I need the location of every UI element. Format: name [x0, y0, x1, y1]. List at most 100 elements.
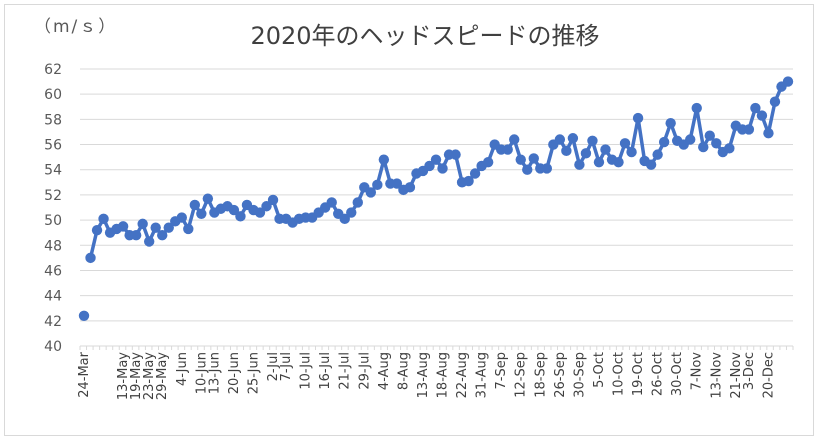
x-tick-label: 4-Jun [175, 352, 190, 386]
data-point-marker [763, 128, 774, 139]
x-tick-label: 18-Sep [533, 352, 548, 398]
data-point-marker [567, 133, 579, 144]
x-tick-label: 4-Aug [377, 352, 392, 390]
data-point-marker [189, 199, 201, 211]
data-point-marker [346, 207, 357, 218]
head-speed-series [78, 76, 794, 321]
data-point-marker [196, 208, 207, 219]
x-tick-label: 5-Oct [592, 352, 607, 388]
x-tick-label: 29-May [155, 352, 170, 400]
x-tick-label: 10-Jun [194, 352, 209, 394]
data-point-marker [143, 236, 155, 247]
x-tick-label: 20-Dec [761, 352, 776, 398]
data-point-marker [704, 130, 715, 141]
data-point-marker [769, 96, 781, 107]
data-point-marker [430, 154, 442, 165]
data-point-marker [78, 310, 90, 321]
data-point-marker [437, 163, 448, 174]
data-point-marker [391, 178, 403, 189]
data-point-marker [137, 218, 148, 230]
data-point-marker [574, 159, 585, 170]
y-tick-label: 52 [44, 188, 62, 204]
x-tick-label: 30-Sep [572, 352, 587, 398]
data-point-marker [685, 134, 696, 145]
data-point-marker [267, 194, 279, 206]
y-tick-label: 40 [44, 339, 62, 355]
x-tick-label: 29-Jul [357, 352, 372, 390]
data-point-marker [561, 145, 572, 157]
data-point-marker [378, 154, 390, 165]
y-tick-label: 62 [44, 62, 62, 78]
data-point-marker [645, 159, 657, 170]
chart-title: 2020年のヘッドスピードの推移 [250, 22, 600, 50]
data-point-marker [522, 164, 533, 175]
data-point-marker [372, 179, 383, 191]
x-tick-label: 8-Aug [396, 352, 411, 390]
data-point-marker [528, 153, 539, 164]
y-tick-label: 54 [44, 163, 62, 179]
data-point-marker [183, 223, 194, 235]
x-tick-label: 16-Jul [318, 352, 333, 390]
x-tick-label: 2-Jul [266, 352, 281, 381]
x-tick-label: 18-Aug [436, 352, 451, 398]
data-point-marker [150, 222, 161, 233]
data-point-marker [698, 141, 709, 153]
data-point-marker [750, 102, 761, 114]
x-tick-label: 21-Jul [338, 352, 353, 390]
data-point-marker [613, 156, 624, 168]
data-point-marker [117, 221, 129, 232]
data-point-marker [502, 144, 513, 155]
data-point-marker [228, 204, 240, 216]
data-point-marker [756, 110, 768, 121]
y-tick-label: 58 [44, 112, 62, 128]
x-tick-label: 24-Mar [77, 351, 92, 397]
x-tick-label: 20-Jun [227, 352, 242, 394]
gridlines [80, 68, 793, 322]
data-point-marker [652, 149, 663, 160]
y-tick-label: 46 [44, 263, 62, 279]
data-point-marker [202, 193, 214, 204]
x-tick-label: 23-May [142, 352, 157, 400]
x-tick-label: 25-Jun [246, 352, 261, 394]
data-point-marker [782, 76, 794, 87]
x-tick-label: 12-Sep [514, 352, 529, 398]
y-tick-label: 44 [44, 289, 62, 305]
data-point-marker [580, 148, 592, 159]
x-tick-label: 26-Sep [553, 352, 568, 398]
data-point-marker [509, 134, 520, 145]
y-tick-label: 56 [44, 138, 62, 154]
data-point-marker [743, 124, 755, 135]
data-point-marker [724, 143, 735, 154]
data-point-marker [326, 197, 337, 208]
y-axis-unit-label: （m/ｓ） [34, 17, 118, 37]
data-point-marker [235, 211, 246, 222]
data-point-marker [424, 160, 435, 172]
data-point-marker [593, 156, 605, 168]
x-axis [79, 345, 794, 350]
x-tick-label: 21-Nov [729, 352, 744, 399]
y-tick-label: 50 [44, 213, 62, 229]
data-point-marker [482, 156, 494, 168]
y-tick-label: 48 [44, 238, 62, 254]
data-point-marker [541, 163, 553, 174]
data-point-marker [85, 252, 96, 264]
x-tick-label: 26-Oct [651, 352, 666, 396]
data-point-marker [515, 154, 526, 165]
data-point-marker [261, 201, 272, 212]
data-point-marker [98, 213, 109, 225]
x-tick-label: 7-Jul [279, 352, 294, 381]
data-point-marker [587, 135, 598, 146]
x-tick-label: 13-Aug [416, 352, 431, 398]
data-point-marker [404, 182, 416, 193]
x-tick-label: 19-Oct [631, 352, 646, 396]
x-tick-label: 22-Aug [455, 352, 470, 398]
data-point-marker [157, 230, 168, 241]
y-tick-label: 60 [44, 87, 62, 103]
data-point-marker [658, 136, 670, 148]
x-tick-label: 7-Sep [494, 352, 509, 389]
data-point-marker [711, 138, 722, 149]
data-point-marker [352, 197, 363, 208]
data-point-marker [450, 149, 461, 160]
